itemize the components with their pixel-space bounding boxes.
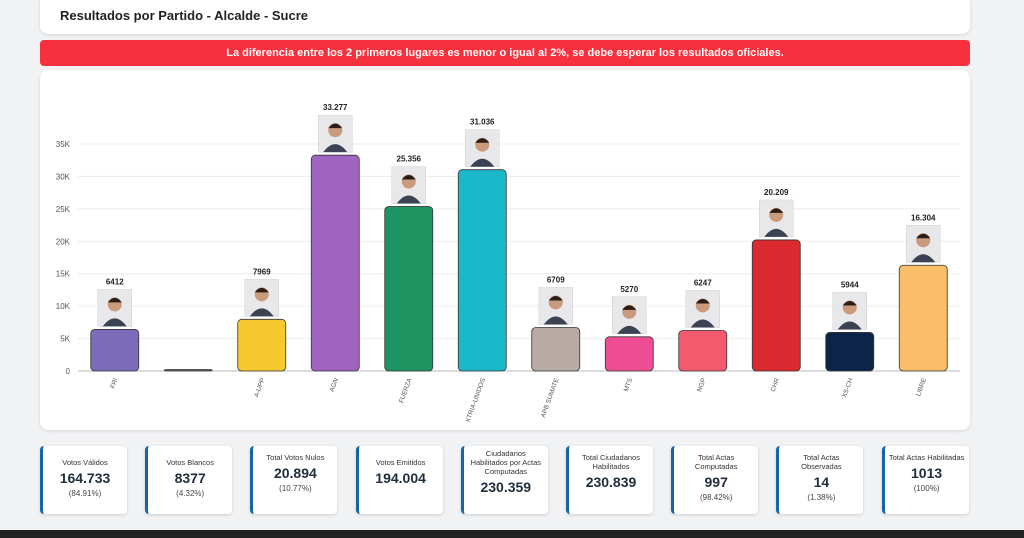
stat-value: 194.004 [375, 470, 426, 486]
y-tick-label: 0 [66, 367, 71, 376]
y-tick-label: 5K [60, 335, 70, 344]
stat-card: Total Actas Computadas 997 (98.42%) [671, 446, 759, 514]
alert-banner: La diferencia entre los 2 primeros lugar… [40, 40, 970, 66]
bar-value-label: 6709 [547, 275, 565, 284]
candidate-photo [906, 225, 941, 263]
stat-label: Total Votos Nulos [266, 453, 325, 462]
stat-label: Total Actas Observadas [801, 453, 842, 471]
stat-percentage: (10.77%) [279, 484, 312, 493]
chart-bar[interactable] [604, 336, 654, 372]
x-tick-label: XS-CH [841, 377, 855, 399]
bar-value-label: 5270 [620, 285, 638, 294]
stat-value: 997 [704, 474, 728, 490]
bar-value-label: 31.036 [470, 118, 495, 127]
x-tick-label: LIBRE [915, 377, 928, 398]
chart-bar[interactable] [825, 332, 875, 372]
x-tick-label: FRI [109, 377, 119, 389]
stat-label: Ciudadanos Habilitados por Actas Computa… [470, 449, 542, 476]
chart-bar[interactable] [90, 329, 140, 372]
candidate-photo [832, 292, 867, 330]
candidate-photo [538, 287, 573, 325]
stat-card: Total Actas Observadas 14 (1.38%) [776, 446, 864, 514]
y-tick-label: 35K [56, 140, 71, 149]
stat-value: 164.733 [59, 470, 111, 486]
candidate-photo [244, 279, 279, 317]
page-title: Resultados por Partido - Alcalde - Sucre [60, 8, 309, 23]
bar-value-label: 7969 [253, 267, 271, 276]
x-tick-label: MTS [623, 377, 634, 393]
x-tick-label: APB SUMATE [540, 377, 561, 419]
stat-percentage: (4.32%) [176, 489, 205, 498]
chart-card: 0 5K 10K 15K 20K 25K 30K 35K 6412 FRI 7969 A-UPP 33.… [40, 70, 970, 430]
stat-percentage: (84.91%) [68, 489, 102, 498]
bottom-bar [0, 530, 1024, 538]
chart-bar[interactable] [898, 264, 948, 372]
bar-chart: 0 5K 10K 15K 20K 25K 30K 35K 6412 FRI 7969 A-UPP 33.… [56, 103, 960, 424]
y-tick-label: 30K [56, 172, 71, 181]
chart-bar[interactable] [751, 239, 801, 372]
chart-bar[interactable] [310, 154, 360, 372]
stat-label: Votos Emitidos [375, 458, 426, 467]
x-tick-label: AGN [329, 377, 340, 393]
chart-bar[interactable] [237, 318, 287, 372]
x-tick-label: FUERZA [398, 377, 414, 404]
y-tick-label: 15K [56, 270, 71, 279]
bar-value-label: 25.356 [397, 155, 422, 164]
stat-label: Total Ciudadanos Habilitados [582, 453, 640, 471]
bar-value-label: 6412 [106, 277, 124, 286]
title-card: Resultados por Partido - Alcalde - Sucre [40, 0, 970, 34]
candidate-photo [685, 290, 720, 328]
stat-card: Ciudadanos Habilitados por Actas Computa… [460, 446, 548, 514]
chart-bar[interactable] [678, 330, 728, 372]
stat-card: Votos Válidos 164.733 (84.91%) [40, 446, 127, 514]
candidate-photo [318, 114, 353, 153]
stat-percentage: (100%) [913, 484, 940, 493]
x-tick-label: CHR [770, 377, 781, 393]
chart-bar[interactable] [384, 206, 434, 372]
stat-label: Votos Válidos [62, 458, 108, 467]
x-tick-label: XTRIA-UNIDOS [465, 377, 488, 424]
stat-label: Total Actas Habilitadas [888, 453, 965, 462]
stat-card: Total Ciudadanos Habilitados 230.839 [566, 446, 653, 514]
stat-value: 8377 [174, 470, 206, 486]
stats-row: Votos Válidos 164.733 (84.91%) Votos Blanco… [40, 446, 972, 516]
stat-card: Votos Emitidos 194.004 [355, 446, 443, 514]
bar-value-label: 16.304 [911, 213, 936, 222]
candidate-photo [465, 129, 500, 167]
stat-value: 14 [813, 474, 830, 490]
stat-percentage: (98.42%) [699, 493, 733, 502]
y-tick-label: 25K [56, 205, 71, 214]
bar-value-label: 6247 [694, 278, 712, 287]
y-tick-label: 10K [56, 302, 71, 311]
chart-bar[interactable] [531, 327, 581, 372]
candidate-photo [97, 289, 132, 327]
stat-card: Votos Blancos 8377 (4.32%) [145, 446, 233, 514]
stat-label: Total Actas Computadas [694, 453, 738, 471]
candidate-photo [759, 199, 794, 238]
stat-percentage: (1.38%) [807, 493, 836, 502]
stat-value: 230.359 [480, 479, 532, 495]
x-tick-label: A-UPP [253, 377, 266, 398]
stat-value: 1013 [911, 465, 943, 481]
bar-value-label: 5944 [841, 280, 859, 289]
y-tick-label: 20K [56, 237, 71, 246]
candidate-photo [391, 166, 426, 204]
stat-card: Total Actas Habilitadas 1013 (100%) [881, 446, 969, 514]
chart-bar[interactable] [457, 169, 507, 372]
stat-value: 230.839 [585, 474, 637, 490]
stat-card: Total Votos Nulos 20.894 (10.77%) [250, 446, 338, 514]
candidate-photo [612, 296, 647, 335]
bar-value-label: 20.209 [764, 188, 789, 197]
stat-label: Votos Blancos [166, 458, 214, 467]
stat-value: 20.894 [273, 465, 317, 481]
x-tick-label: NGP [696, 377, 707, 393]
bar-value-label: 33.277 [323, 103, 348, 112]
chart-bar[interactable] [163, 369, 213, 372]
